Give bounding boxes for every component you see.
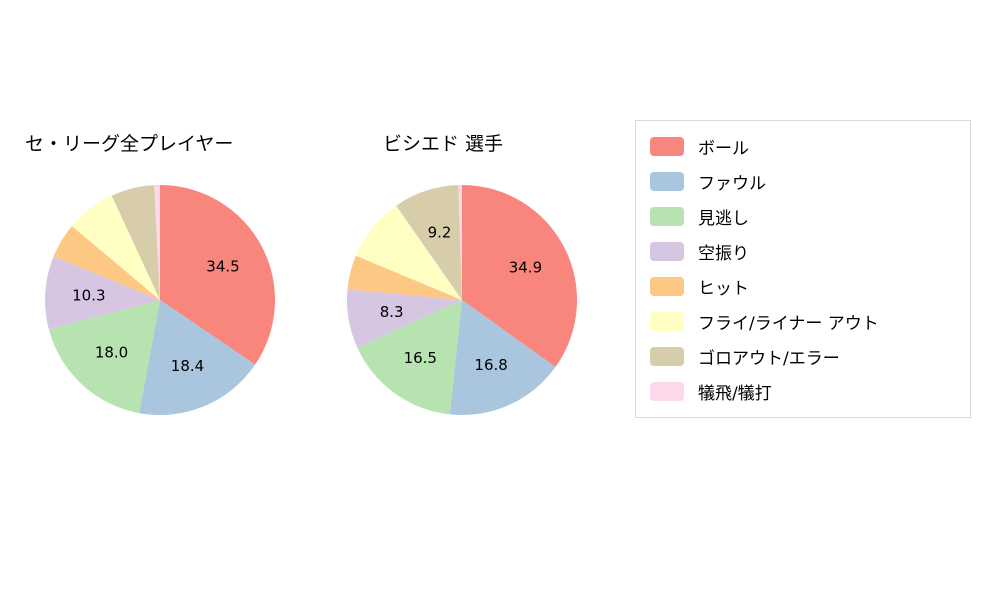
legend-item: 犠飛/犠打	[650, 374, 970, 409]
legend-label: ファウル	[698, 174, 766, 194]
pie-chart-league: 34.5 18.4 18.0 10.3	[44, 185, 275, 415]
pie-value-label: 18.4	[171, 357, 204, 375]
pie-slice-7	[458, 185, 462, 300]
legend-item: ヒット	[650, 269, 970, 304]
pie-value-label: 34.9	[509, 258, 542, 276]
legend-swatch	[650, 277, 684, 296]
legend-swatch	[650, 242, 684, 261]
legend-item: ゴロアウト/エラー	[650, 339, 970, 374]
pie-slice-0	[160, 185, 275, 365]
pie-slice-5	[355, 205, 462, 300]
legend-item: フライ/ライナー アウト	[650, 304, 970, 339]
legend-item: ボール	[650, 129, 970, 164]
legend-item: 空振り	[650, 234, 970, 269]
legend-swatch	[650, 382, 684, 401]
legend-label: 見逃し	[698, 209, 749, 229]
pie-slice-5	[71, 195, 160, 300]
legend-swatch	[650, 207, 684, 226]
pie-value-label: 16.5	[404, 349, 437, 367]
pie-slice-4	[347, 255, 462, 300]
pie-value-label: 8.3	[380, 303, 404, 321]
chart-title-league: セ・リーグ全プレイヤー	[25, 133, 234, 155]
pie-slice-3	[44, 256, 160, 330]
pie-slice-1	[449, 300, 556, 415]
pie-value-label: 16.8	[474, 356, 507, 374]
pie-value-label: 18.0	[95, 343, 128, 361]
pie-slice-6	[111, 185, 160, 300]
pie-chart-player: 34.9 16.8 16.5 8.3 9.2	[347, 185, 577, 415]
pie-slice-4	[53, 226, 160, 300]
legend-item: ファウル	[650, 164, 970, 199]
pie-slice-0	[462, 185, 577, 368]
legend-label: 犠飛/犠打	[698, 384, 772, 404]
pie-slice-2	[48, 300, 160, 414]
pie-value-label: 9.2	[428, 223, 452, 241]
pie-slice-2	[357, 300, 462, 415]
legend-swatch	[650, 172, 684, 191]
legend-swatch	[650, 347, 684, 366]
legend: ボール ファウル 見逃し 空振り ヒット フライ/ライナー アウト ゴロアウト/…	[635, 120, 971, 418]
legend-label: ゴロアウト/エラー	[698, 349, 840, 369]
chart-title-player: ビシエド 選手	[383, 133, 504, 155]
legend-swatch	[650, 137, 684, 156]
legend-item: 見逃し	[650, 199, 970, 234]
legend-label: フライ/ライナー アウト	[698, 314, 879, 334]
legend-label: ヒット	[698, 279, 749, 299]
pie-slice-7	[154, 185, 160, 300]
pie-value-label: 10.3	[72, 286, 105, 304]
legend-label: 空振り	[698, 244, 749, 264]
pie-slice-1	[139, 300, 256, 415]
pie-value-label: 34.5	[206, 258, 239, 276]
legend-swatch	[650, 312, 684, 331]
legend-label: ボール	[698, 139, 749, 159]
pie-slice-6	[396, 185, 462, 300]
pie-slice-3	[347, 289, 462, 348]
